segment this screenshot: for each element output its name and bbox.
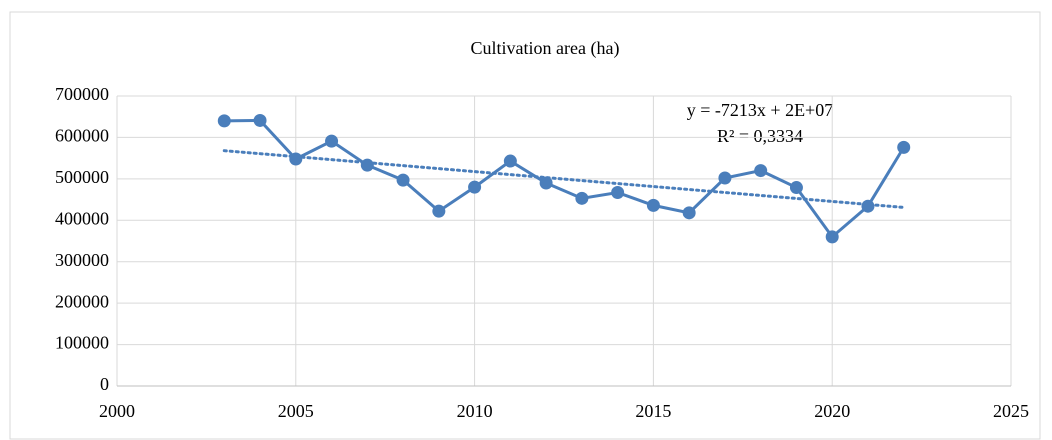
data-point (503, 154, 517, 168)
data-point (253, 113, 267, 127)
data-point (754, 164, 768, 178)
y-tick-label: 0 (100, 374, 109, 394)
y-tick-label: 300000 (55, 250, 109, 270)
data-point (897, 140, 911, 154)
y-tick-label: 200000 (55, 291, 109, 311)
y-tick-label: 700000 (55, 84, 109, 104)
data-point (325, 134, 339, 148)
trendline (222, 149, 906, 209)
data-point (575, 191, 589, 205)
x-tick-label: 2010 (457, 401, 493, 421)
data-point (432, 204, 446, 218)
data-point (360, 158, 374, 172)
y-tick-label: 500000 (55, 167, 109, 187)
chart-title: Cultivation area (ha) (471, 38, 620, 59)
data-point (646, 198, 660, 212)
trend-r2: R² = 0,3334 (717, 126, 803, 146)
data-point (718, 171, 732, 185)
data-point (289, 152, 303, 166)
x-tick-label: 2000 (99, 401, 135, 421)
chart-border (9, 11, 1041, 440)
data-point (396, 173, 410, 187)
data-point (682, 206, 696, 220)
data-point (539, 176, 553, 190)
x-tick-label: 2025 (993, 401, 1029, 421)
series-line (224, 118, 906, 240)
trend-equation: y = -7213x + 2E+07 (687, 100, 833, 120)
data-point (789, 181, 803, 195)
data-point (611, 186, 625, 200)
x-tick-label: 2015 (635, 401, 671, 421)
x-tick-label: 2020 (814, 401, 850, 421)
y-tick-label: 400000 (55, 208, 109, 228)
data-point (217, 114, 231, 128)
y-tick-label: 100000 (55, 333, 109, 353)
data-point (468, 180, 482, 194)
y-tick-label: 600000 (55, 126, 109, 146)
x-tick-label: 2005 (278, 401, 314, 421)
data-point (825, 230, 839, 244)
